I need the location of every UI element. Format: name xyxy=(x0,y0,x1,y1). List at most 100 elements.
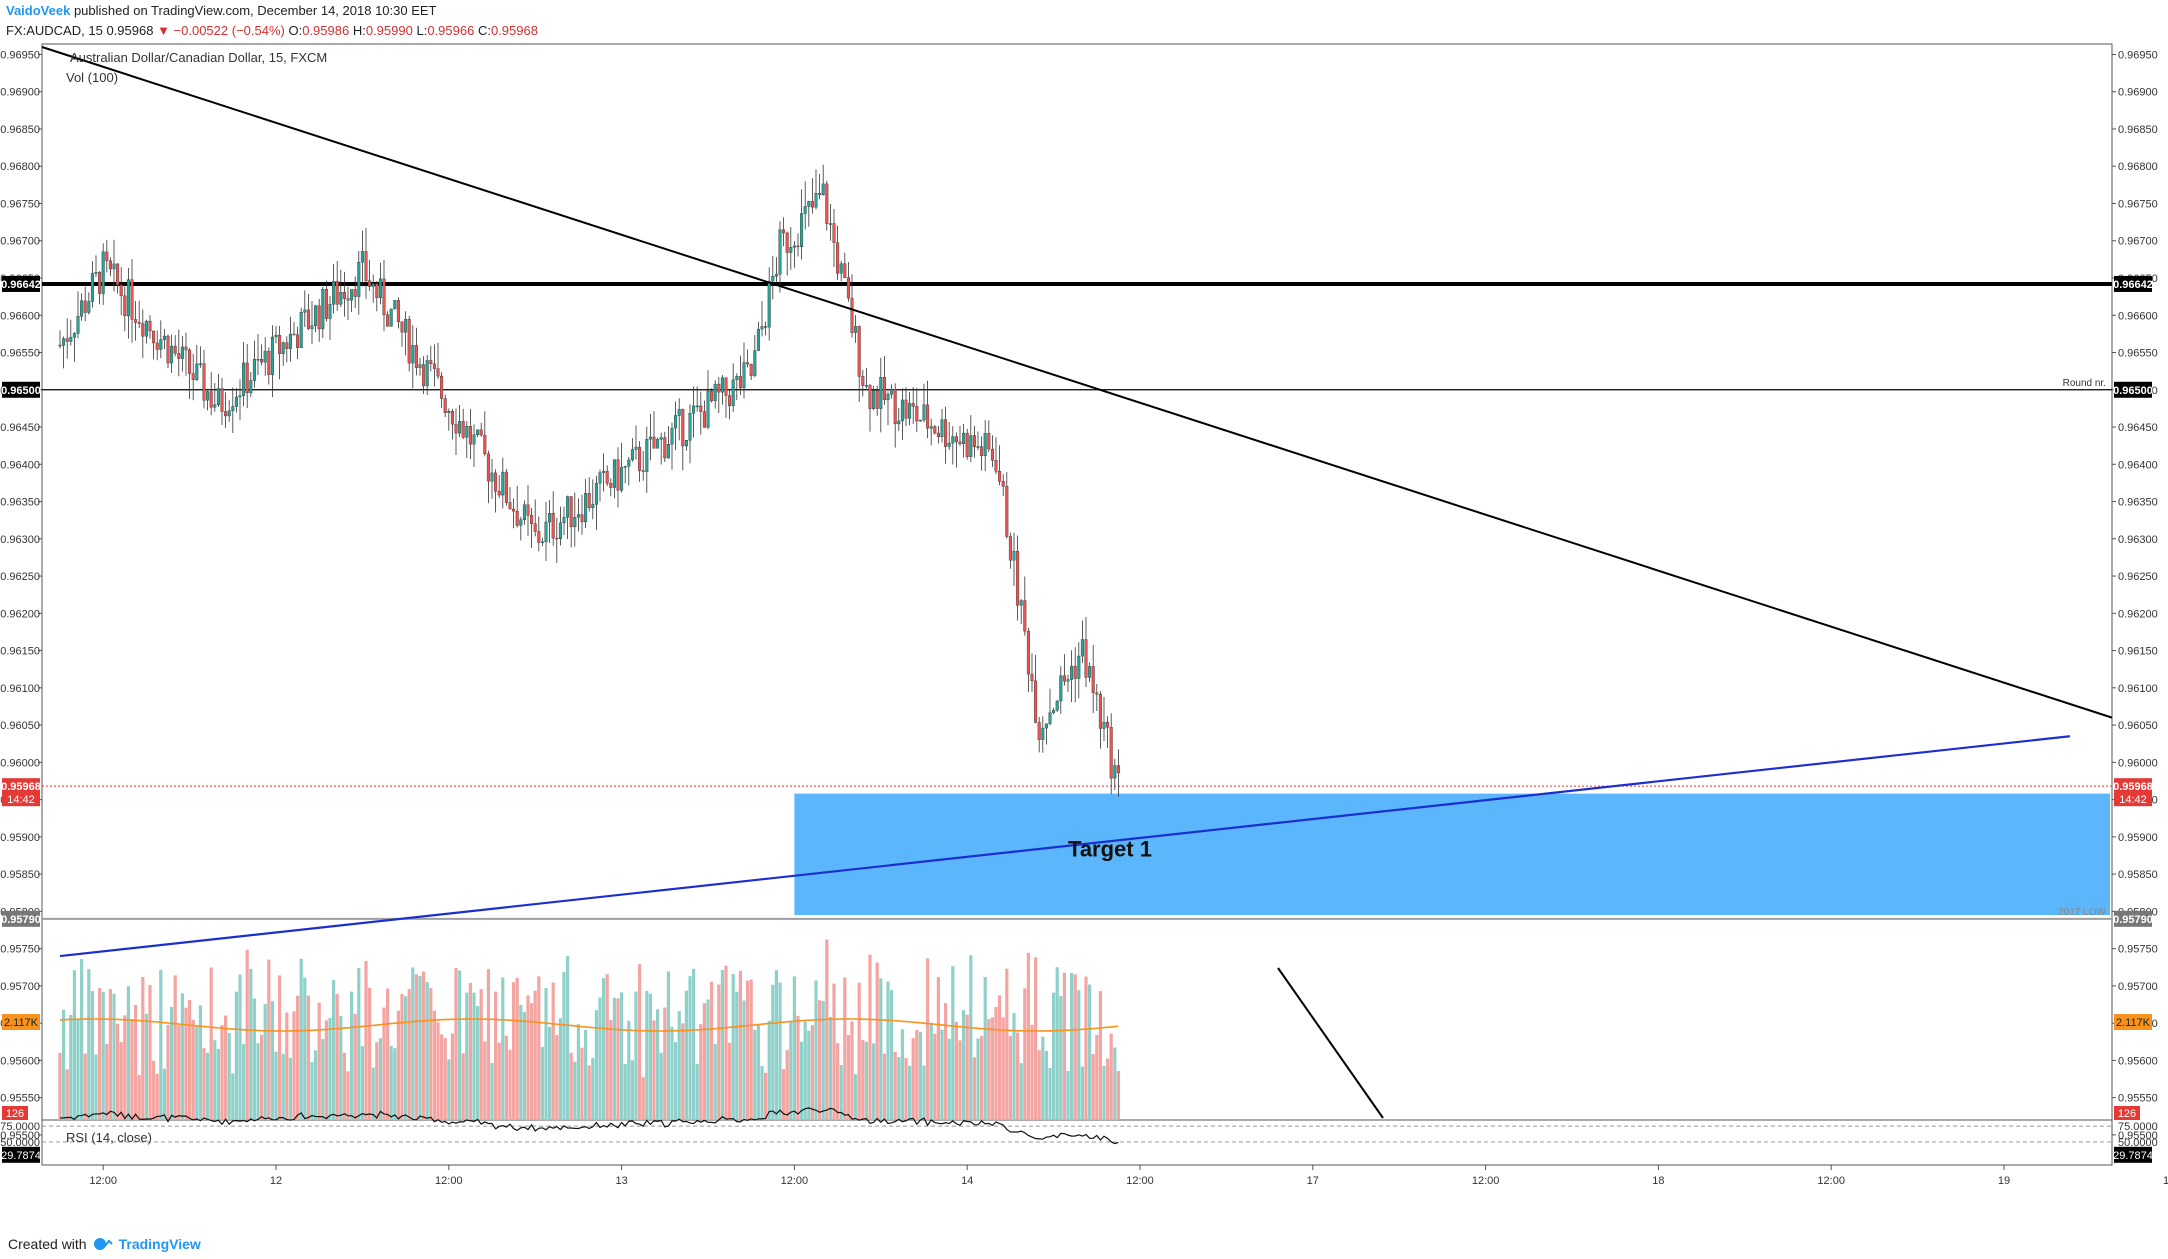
trendlines[interactable] xyxy=(41,46,2113,1119)
target-zone-rect[interactable] xyxy=(794,793,2110,916)
volume-bar xyxy=(494,991,498,1120)
volume-bar xyxy=(245,949,249,1120)
candle-body xyxy=(252,359,256,381)
volume-bar xyxy=(1055,967,1059,1120)
volume-bar xyxy=(69,1014,73,1120)
volume-bar xyxy=(148,985,152,1120)
candle-body xyxy=(468,426,472,445)
candle-body xyxy=(544,521,548,543)
candle-body xyxy=(850,297,854,333)
time-axis[interactable]: 12:00 12 12:00 13 12:00 14 12:00 17 12:00 18 12:00… xyxy=(89,1165,2168,1187)
candle-body xyxy=(785,232,789,253)
volume-bar xyxy=(724,965,728,1120)
candle-body xyxy=(404,318,408,333)
volume-bar xyxy=(587,1065,591,1120)
level-price-text: 0.96500 xyxy=(1,385,41,397)
candle-body xyxy=(641,470,645,472)
candle-body xyxy=(573,517,577,528)
price-tick-label-right: 0.96700 xyxy=(2118,236,2158,248)
candle-body xyxy=(123,295,127,317)
volume-bar xyxy=(414,974,418,1120)
time-tick-label: 12:00 xyxy=(1472,1175,1500,1187)
candle-body xyxy=(634,446,638,450)
candle-body xyxy=(1041,727,1045,740)
candle-body xyxy=(130,279,134,320)
volume-bar xyxy=(458,970,462,1120)
candle-body xyxy=(216,388,220,405)
volume-bar xyxy=(202,1048,206,1120)
volume-bar xyxy=(666,971,670,1120)
author-name[interactable]: VaidoVeek xyxy=(6,3,71,18)
volume-bar xyxy=(792,976,796,1120)
volume-bar xyxy=(551,982,555,1120)
candle-body xyxy=(926,404,930,429)
volume-bar xyxy=(825,939,829,1120)
candle-body xyxy=(476,429,480,435)
candle-body xyxy=(692,405,696,414)
level-price-tag xyxy=(2,381,40,398)
volume-bar xyxy=(393,1048,397,1120)
price-axis-right[interactable]: 0.96950 0.96900 0.96850 0.96800 0.96750 0.967… xyxy=(2112,49,2158,1142)
time-tick-label: 12:00 xyxy=(1817,1175,1845,1187)
candle-body xyxy=(951,436,955,444)
level-price-tag xyxy=(2114,910,2152,927)
price-axis-left[interactable]: 0.96950 0.96900 0.96850 0.96800 0.96750 0.967… xyxy=(0,49,42,1142)
volume-bar xyxy=(476,1005,480,1120)
volume-bar xyxy=(249,968,253,1120)
horizontal-levels[interactable]: 0.96642 0.96642 Round nr. 0.96500 0.96500 201… xyxy=(1,275,2153,927)
candle-body xyxy=(112,263,116,270)
volume-bar xyxy=(126,986,130,1120)
volume-bar xyxy=(670,1026,674,1120)
volume-bar xyxy=(65,1069,69,1120)
candle-body xyxy=(346,298,350,301)
candle-body xyxy=(1012,551,1016,561)
candle-body xyxy=(717,383,721,393)
volume-bar xyxy=(274,1051,278,1120)
candle-body xyxy=(879,377,883,409)
volume-bar xyxy=(177,1025,181,1120)
volume-bar xyxy=(368,987,372,1120)
projection-line[interactable] xyxy=(1277,967,1384,1119)
volume-bar xyxy=(958,1040,962,1120)
volume-bar xyxy=(569,1052,573,1120)
candle-body xyxy=(206,391,210,401)
candle-body xyxy=(962,432,966,445)
candle-body xyxy=(447,411,451,413)
candle-body xyxy=(87,301,91,313)
candle-body xyxy=(299,312,303,348)
volume-bar xyxy=(479,989,483,1120)
target-zone[interactable] xyxy=(794,793,2110,916)
volume-bar xyxy=(285,1012,289,1120)
volume-bar xyxy=(166,1024,170,1120)
candle-body xyxy=(418,364,422,368)
candle-body xyxy=(710,390,714,402)
candle-body xyxy=(162,335,166,340)
volume-bar xyxy=(1077,990,1081,1120)
price-tick-label-right: 0.96050 xyxy=(2118,720,2158,732)
support-trendline[interactable] xyxy=(59,735,2071,958)
candle-body xyxy=(857,326,861,377)
volume-bar xyxy=(886,981,890,1120)
rsi-level-label-left: 75.0000 xyxy=(0,1121,40,1133)
candle-body xyxy=(1062,675,1066,682)
price-tick-label-left: 0.96900 xyxy=(0,87,40,99)
volume-bar xyxy=(1034,957,1038,1120)
volume-bar xyxy=(562,971,566,1120)
candle-body xyxy=(116,263,120,286)
resistance-trendline[interactable] xyxy=(41,46,2113,719)
candle-body xyxy=(983,433,987,456)
volume-bar xyxy=(1037,1050,1041,1120)
volume-bar xyxy=(432,1010,436,1120)
volume-bar xyxy=(238,974,242,1120)
candle-body xyxy=(987,433,991,450)
candle-body xyxy=(792,245,796,248)
symbol-header: FX:AUDCAD, 15 0.95968 ▼ −0.00522 (−0.54%… xyxy=(6,23,538,38)
candle-body xyxy=(288,333,292,349)
candle-body xyxy=(1023,600,1027,632)
candle-body xyxy=(551,513,555,539)
tradingview-link[interactable]: TradingView xyxy=(118,1236,201,1252)
candle-body xyxy=(972,435,976,448)
volume-bar xyxy=(252,998,256,1120)
volume-bar xyxy=(530,1003,534,1120)
